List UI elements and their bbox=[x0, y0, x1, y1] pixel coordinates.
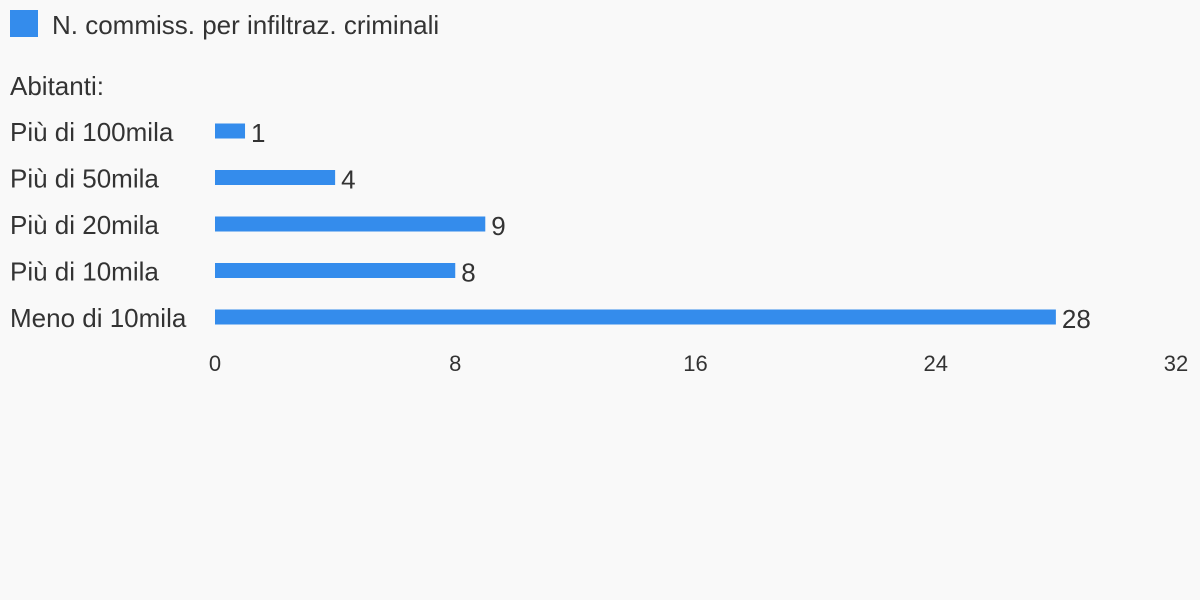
bar bbox=[215, 263, 456, 278]
category-label: Meno di 10mila bbox=[10, 303, 187, 333]
data-label: 9 bbox=[491, 211, 505, 241]
category-label: Più di 50mila bbox=[10, 164, 159, 194]
legend-label: N. commiss. per infiltraz. criminali bbox=[52, 10, 440, 40]
bar bbox=[215, 123, 246, 139]
legend-swatch bbox=[10, 10, 38, 37]
data-label: 28 bbox=[1062, 304, 1091, 334]
x-tick-label: 0 bbox=[209, 351, 221, 376]
data-label: 8 bbox=[461, 258, 475, 288]
bar bbox=[215, 216, 486, 232]
bar bbox=[215, 170, 336, 185]
x-tick-label: 24 bbox=[924, 351, 948, 376]
legend: N. commiss. per infiltraz. criminali bbox=[10, 10, 439, 42]
x-tick-label: 32 bbox=[1164, 351, 1188, 376]
bar bbox=[215, 309, 1056, 325]
category-label: Più di 100mila bbox=[10, 117, 174, 147]
x-tick-label: 16 bbox=[683, 351, 707, 376]
category-label: Più di 10mila bbox=[10, 257, 159, 287]
data-label: 1 bbox=[251, 118, 265, 148]
category-label: Più di 20mila bbox=[10, 210, 159, 240]
x-tick-label: 8 bbox=[449, 351, 461, 376]
data-label: 4 bbox=[341, 165, 355, 195]
group-label: Abitanti: bbox=[10, 71, 104, 101]
